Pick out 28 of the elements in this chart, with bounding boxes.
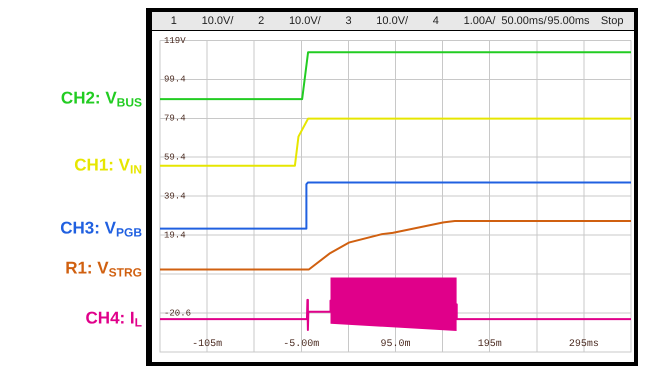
y-tick-label: -20.6 bbox=[164, 308, 192, 318]
series-label: CH3: V$_{PGB}$ bbox=[60, 218, 142, 240]
x-tick-label: 195m bbox=[478, 339, 502, 350]
series-label: CH2: V$_{BUS}$ bbox=[60, 88, 142, 110]
text: 10.0V/ bbox=[288, 15, 322, 27]
y-tick-label: 39.4 bbox=[164, 192, 186, 202]
x-tick-label: 95.0m bbox=[380, 339, 411, 350]
text: 3 bbox=[344, 15, 353, 27]
series-label: CH1: V$_{IN}$ bbox=[74, 155, 142, 176]
text: Stop bbox=[600, 15, 624, 27]
text: 10.0V/ bbox=[375, 15, 410, 27]
y-tick-label: 79.4 bbox=[164, 114, 186, 124]
y-tick-label: 19.4 bbox=[164, 230, 186, 240]
x-tick-label: 295ms bbox=[568, 339, 599, 350]
y-tick-label: 59.4 bbox=[164, 152, 186, 163]
y-tick-label: 99.4 bbox=[164, 74, 186, 85]
x-tick-label: -105m bbox=[192, 339, 222, 350]
text: 95.00ms bbox=[546, 15, 590, 27]
text: 4 bbox=[432, 15, 440, 27]
text: 1.00A/ bbox=[462, 15, 496, 27]
text: 2 bbox=[257, 15, 266, 27]
text: 50.00ms/ bbox=[501, 15, 547, 27]
text: 10.0V/ bbox=[200, 15, 234, 27]
series-label: CH4: I$_{L}$ bbox=[86, 308, 142, 330]
series-label: R1: V$_{STRG}$ bbox=[65, 258, 142, 280]
y-tick-label: 119V bbox=[164, 36, 186, 46]
x-tick-label: -5.00m bbox=[283, 339, 320, 350]
text: 1 bbox=[170, 15, 178, 27]
